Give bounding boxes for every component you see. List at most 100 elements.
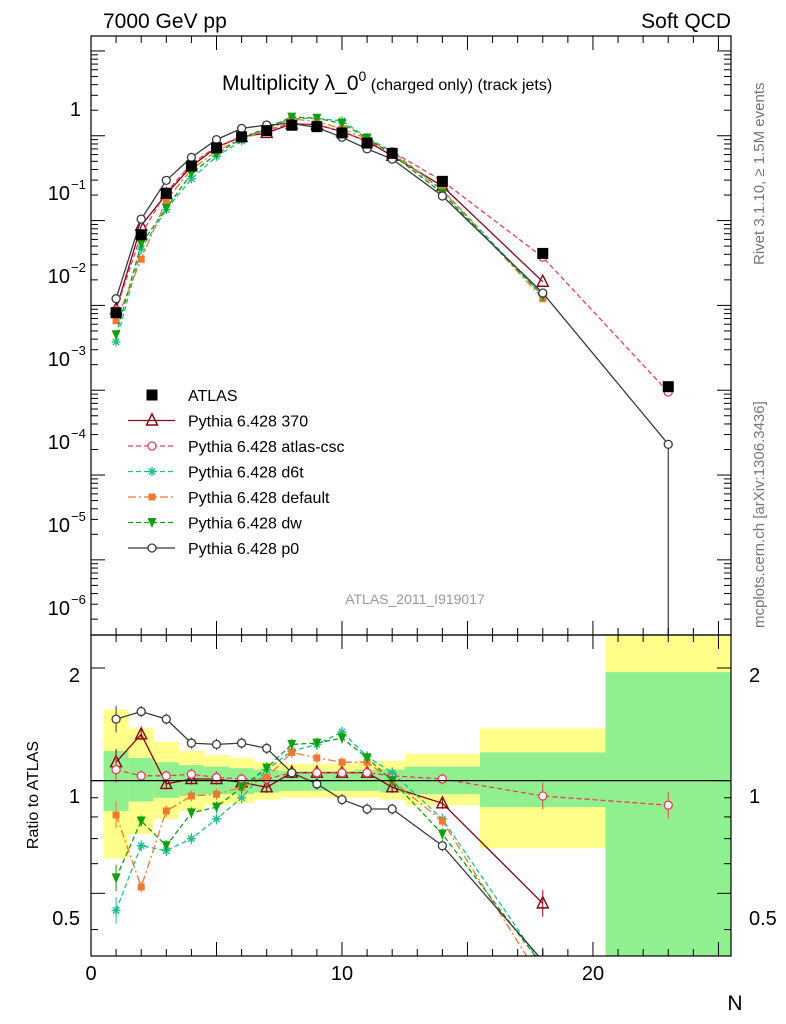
ratio-point	[385, 779, 399, 793]
ratio-point	[538, 961, 547, 970]
header-right: Soft QCD	[641, 10, 731, 33]
ratio-point	[137, 883, 145, 891]
main-y-tick-label: 10	[48, 598, 70, 620]
legend-label: Pythia 6.428 dw	[188, 516, 302, 533]
ratio-point	[136, 771, 146, 781]
data-point	[336, 127, 348, 139]
mcplots-label: mcplots.cern.ch [arXiv:1306.3436]	[751, 401, 768, 628]
legend: ATLAS Pythia 6.428 370 Pythia 6.428 atlas-…	[128, 388, 345, 558]
main-y-tick-exp: −5	[71, 509, 86, 524]
legend-label: Pythia 6.428 atlas-csc	[188, 439, 345, 456]
ratio-point	[663, 800, 673, 810]
rivet-label: Rivet 3.1.10, ≥ 1.5M events	[751, 83, 768, 266]
legend-marker	[147, 467, 157, 476]
ratio-pythia-6-428-p0	[111, 705, 547, 965]
legend-label: ATLAS	[188, 388, 238, 405]
data-point	[136, 214, 146, 224]
x-tick-0: 0	[85, 963, 96, 985]
ratio-point	[362, 768, 372, 778]
ratio-point	[437, 774, 448, 784]
data-point	[185, 160, 197, 172]
main-y-tick-exp: −6	[71, 592, 86, 607]
series-pythia-6-428-d6t	[111, 113, 548, 347]
data-point	[236, 123, 247, 134]
ratio-point	[287, 768, 297, 778]
ratio-tick-left-1: 1	[69, 786, 80, 808]
legend-label: Pythia 6.428 d6t	[188, 465, 304, 482]
data-point	[112, 317, 120, 325]
data-point	[111, 337, 121, 347]
data-point	[135, 229, 147, 241]
data-point	[538, 288, 548, 298]
ratio-point	[162, 807, 170, 815]
ratio-point	[262, 763, 272, 774]
legend-marker	[147, 518, 157, 528]
ratio-point	[136, 816, 146, 827]
legend-label: Pythia 6.428 default	[188, 490, 330, 507]
ratio-point	[435, 795, 450, 809]
data-point	[161, 175, 171, 186]
x-axis-label: N	[727, 992, 742, 1015]
ratio-point	[387, 768, 397, 778]
ratio-point	[337, 768, 347, 778]
ratio-point	[111, 714, 121, 724]
ratio-point	[111, 905, 121, 915]
ratio-point	[136, 841, 146, 851]
ratio-point	[237, 793, 247, 803]
ratio-point	[437, 841, 448, 851]
ratio-point	[313, 754, 321, 762]
ratio-tick-right-2: 2	[749, 665, 760, 687]
ratio-point	[211, 802, 221, 813]
header-left: 7000 GeV pp	[103, 10, 227, 33]
data-point	[261, 125, 273, 137]
main-y-tick-exp: −2	[71, 260, 86, 275]
ratio-point	[312, 779, 322, 789]
x-tick-10: 10	[331, 963, 353, 985]
ratio-point	[187, 792, 195, 800]
data-point	[186, 174, 196, 184]
main-y-tick-label: 10	[48, 432, 70, 454]
ratio-frame	[90, 634, 732, 957]
ratio-point	[387, 804, 397, 814]
analysis-id: ATLAS_2011_I919017	[345, 591, 485, 607]
ratio-point	[362, 804, 372, 814]
legend-label: Pythia 6.428 370	[188, 414, 308, 431]
series-line	[115, 123, 544, 310]
data-point	[662, 381, 674, 393]
ratio-point	[337, 727, 347, 737]
ratio-point	[438, 817, 446, 825]
ratio-point	[111, 873, 121, 884]
ratio-point	[184, 770, 199, 785]
main-y-tick-exp: −4	[71, 426, 86, 441]
ratio-point	[287, 739, 297, 750]
ratio-tick-left-2: 2	[69, 665, 80, 687]
x-tick-20: 20	[582, 963, 604, 985]
ratio-y-axis-label: Ratio to ATLAS	[25, 741, 42, 849]
series-pythia-6-428-370	[109, 115, 550, 315]
data-point	[110, 307, 122, 319]
ratio-point	[211, 814, 221, 824]
ratio-point	[211, 772, 222, 783]
ratio-point	[186, 738, 197, 748]
data-point	[210, 142, 222, 154]
legend-item: Pythia 6.428 atlas-csc	[128, 439, 345, 456]
data-point	[436, 175, 448, 187]
data-point	[386, 147, 398, 159]
data-point	[287, 112, 297, 123]
ratio-point	[236, 738, 247, 748]
ratio-point	[337, 733, 347, 744]
series-pythia-6-428-dw	[111, 112, 548, 341]
ratio-point	[338, 758, 346, 766]
main-frame	[90, 35, 732, 636]
data-point	[663, 439, 673, 449]
data-point	[162, 196, 170, 204]
legend-marker	[145, 412, 159, 426]
data-point	[437, 191, 448, 201]
ratio-point	[538, 791, 548, 801]
data-point	[186, 152, 197, 163]
ratio-point	[539, 957, 547, 965]
main-y-tick-label: 10	[48, 349, 70, 371]
data-point	[236, 131, 248, 143]
ratio-point	[539, 978, 546, 985]
